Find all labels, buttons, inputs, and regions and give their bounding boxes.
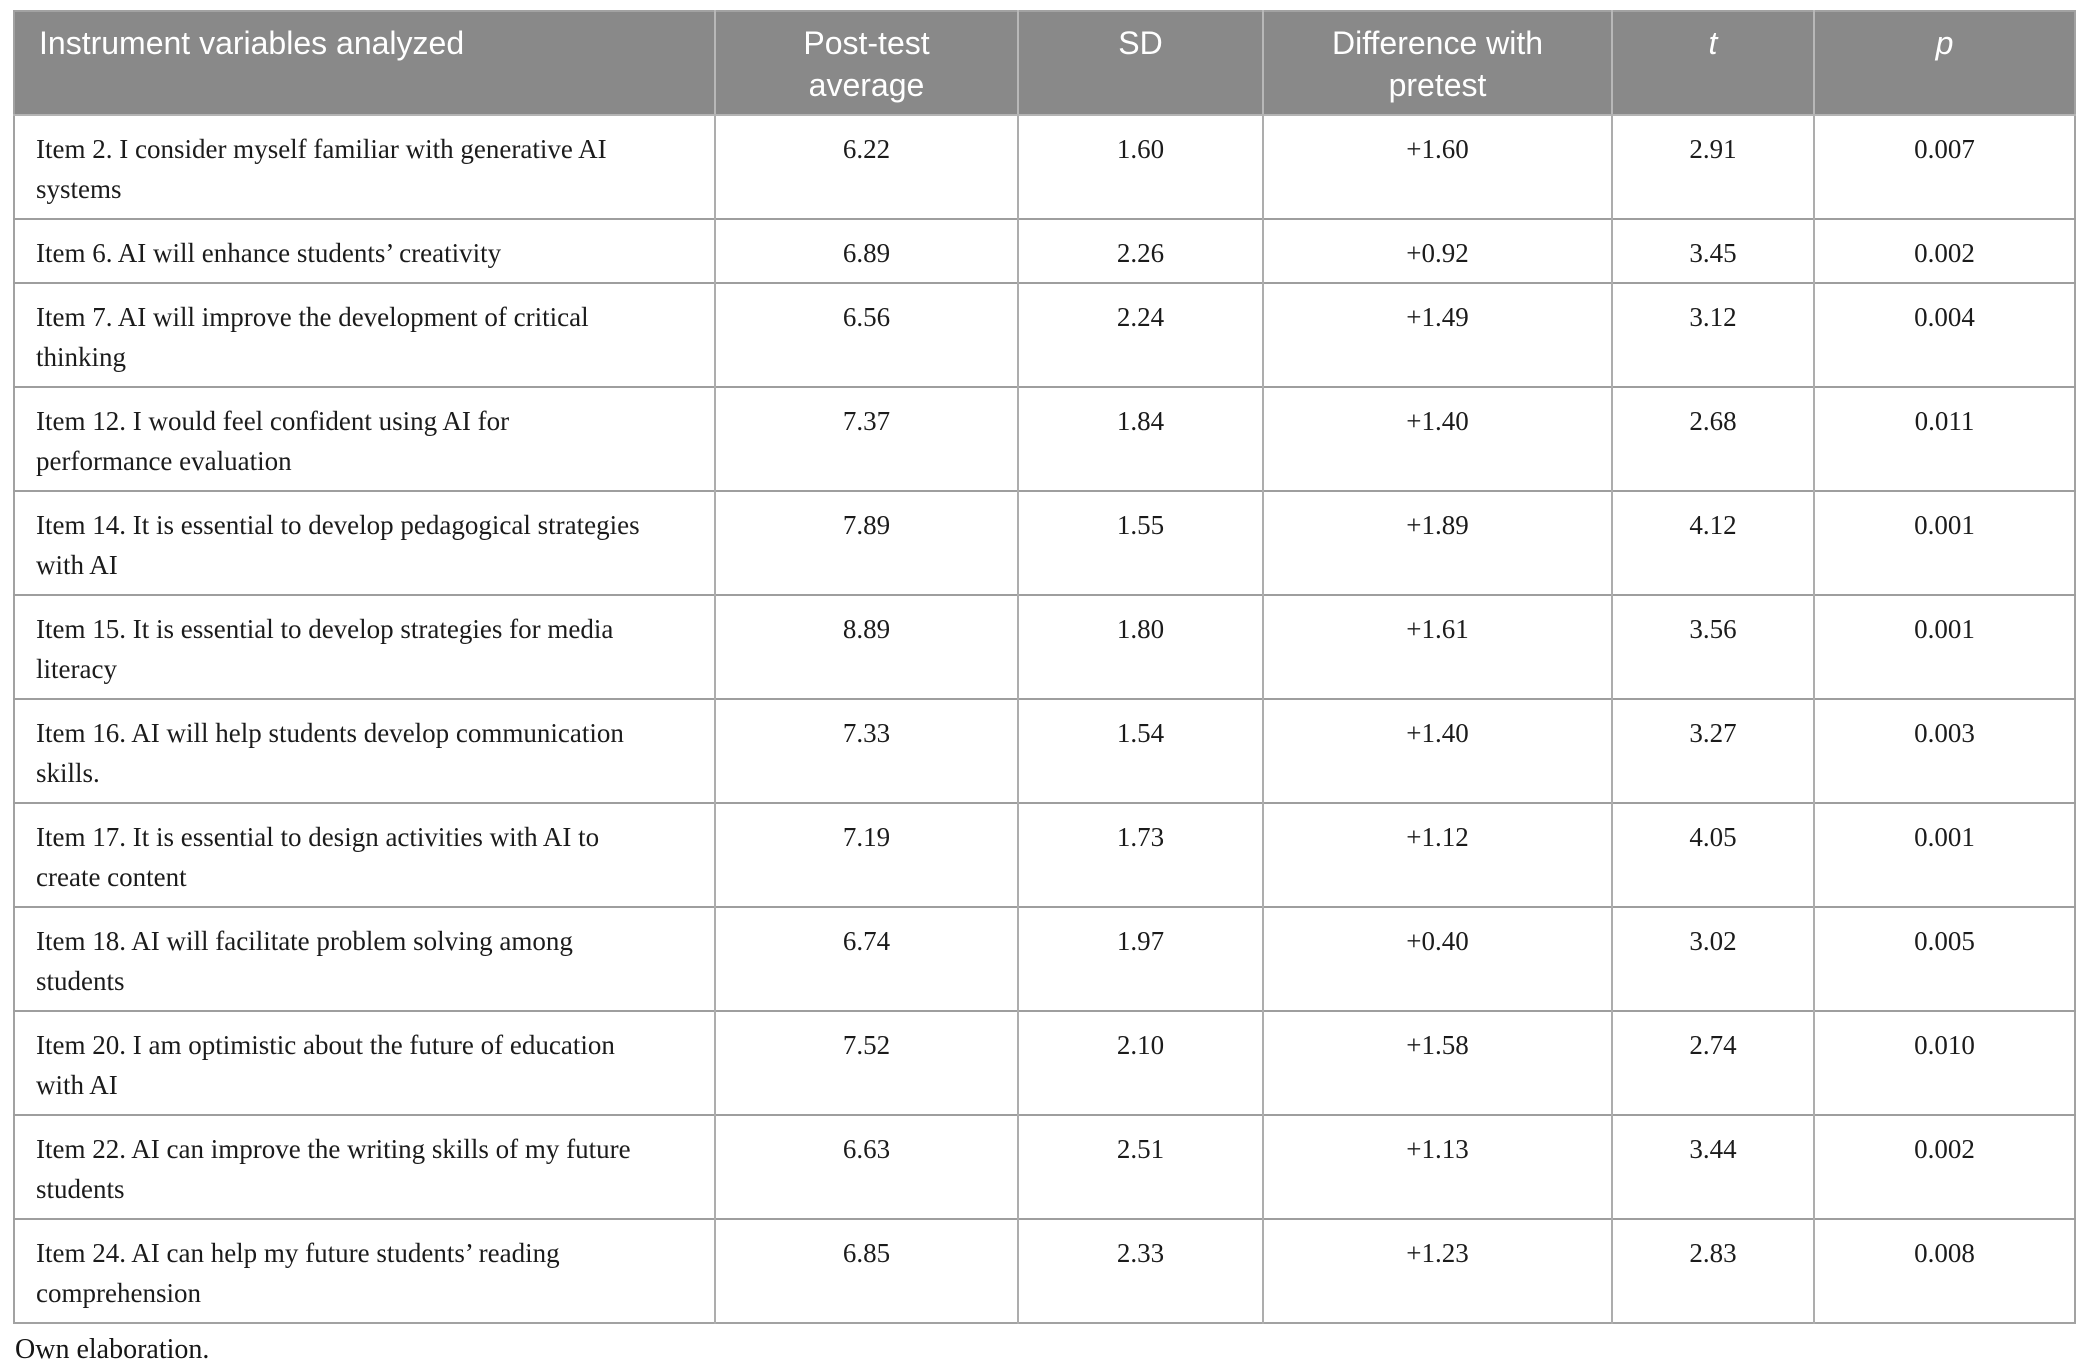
variable-cell: Item 16. AI will help students develop c… (14, 698, 715, 803)
table-row: Item 16. AI will help students develop c… (14, 698, 2075, 803)
column-header-sd: SD (1017, 11, 1263, 116)
p-value-cell: 0.005 (1813, 906, 2075, 1011)
column-header-t: t (1611, 11, 1814, 116)
post-test-average-cell: 6.22 (714, 115, 1018, 219)
difference-with-pretest-cell: +1.13 (1262, 1114, 1612, 1219)
post-test-average-cell: 6.63 (714, 1114, 1018, 1219)
table-row: Item 24. AI can help my future students’… (14, 1218, 2075, 1323)
p-value-cell: 0.001 (1813, 490, 2075, 595)
sd-cell: 1.55 (1017, 490, 1263, 595)
sd-cell: 1.60 (1017, 115, 1263, 219)
t-value-cell: 3.44 (1611, 1114, 1814, 1219)
difference-with-pretest-cell: +1.40 (1262, 698, 1612, 803)
variable-cell: Item 12. I would feel confident using AI… (14, 386, 715, 491)
t-value-cell: 3.45 (1611, 218, 1814, 283)
t-value-cell: 2.68 (1611, 386, 1814, 491)
t-value-cell: 2.91 (1611, 115, 1814, 219)
p-value-cell: 0.001 (1813, 802, 2075, 907)
difference-with-pretest-cell: +1.89 (1262, 490, 1612, 595)
difference-with-pretest-cell: +0.40 (1262, 906, 1612, 1011)
variable-cell: Item 7. AI will improve the development … (14, 282, 715, 387)
table-row: Item 15. It is essential to develop stra… (14, 594, 2075, 699)
variable-cell: Item 24. AI can help my future students’… (14, 1218, 715, 1323)
p-value-cell: 0.003 (1813, 698, 2075, 803)
column-header-variables: Instrument variables analyzed (14, 11, 715, 116)
p-value-cell: 0.011 (1813, 386, 2075, 491)
t-value-cell: 2.74 (1611, 1010, 1814, 1115)
sd-cell: 1.73 (1017, 802, 1263, 907)
variable-cell: Item 15. It is essential to develop stra… (14, 594, 715, 699)
p-value-cell: 0.002 (1813, 1114, 2075, 1219)
table-row: Item 20. I am optimistic about the futur… (14, 1010, 2075, 1115)
results-table: Instrument variables analyzed Post-test av… (13, 10, 2076, 1324)
p-value-cell: 0.004 (1813, 282, 2075, 387)
t-value-cell: 3.12 (1611, 282, 1814, 387)
difference-with-pretest-cell: +0.92 (1262, 218, 1612, 283)
t-value-cell: 3.02 (1611, 906, 1814, 1011)
sd-cell: 1.84 (1017, 386, 1263, 491)
post-test-average-cell: 7.89 (714, 490, 1018, 595)
sd-cell: 2.51 (1017, 1114, 1263, 1219)
p-value-cell: 0.008 (1813, 1218, 2075, 1323)
difference-with-pretest-cell: +1.58 (1262, 1010, 1612, 1115)
column-header-difference-with-pretest: Difference with pretest (1262, 11, 1612, 116)
variable-cell: Item 2. I consider myself familiar with … (36, 134, 607, 204)
difference-with-pretest-cell: +1.60 (1262, 115, 1612, 219)
post-test-average-cell: 7.19 (714, 802, 1018, 907)
table-row: Item 2. I consider myself familiar with … (14, 115, 2075, 219)
variable-cell: Item 22. AI can improve the writing skil… (14, 1114, 715, 1219)
footnote: Own elaboration. (15, 1334, 210, 1365)
header-row: Instrument variables analyzed Post-test av… (14, 11, 2075, 116)
p-value-cell: 0.010 (1813, 1010, 2075, 1115)
post-test-average-cell: 7.37 (714, 386, 1018, 491)
sd-cell: 2.26 (1017, 218, 1263, 283)
post-test-average-cell: 6.85 (714, 1218, 1018, 1323)
table-row: Item 22. AI can improve the writing skil… (14, 1114, 2075, 1219)
p-value-cell: 0.001 (1813, 594, 2075, 699)
difference-with-pretest-cell: +1.12 (1262, 802, 1612, 907)
t-value-cell: 4.12 (1611, 490, 1814, 595)
p-value-cell: 0.002 (1813, 218, 2075, 283)
p-value-cell: 0.007 (1813, 115, 2075, 219)
t-value-cell: 2.83 (1611, 1218, 1814, 1323)
difference-with-pretest-cell: +1.61 (1262, 594, 1612, 699)
column-header-post-test-average: Post-test average (714, 11, 1018, 116)
variable-cell: Item 18. AI will facilitate problem solv… (14, 906, 715, 1011)
post-test-average-cell: 7.52 (714, 1010, 1018, 1115)
t-value-cell: 3.56 (1611, 594, 1814, 699)
sd-cell: 1.80 (1017, 594, 1263, 699)
difference-with-pretest-cell: +1.23 (1262, 1218, 1612, 1323)
table-row: Item 18. AI will facilitate problem solv… (14, 906, 2075, 1011)
sd-cell: 2.10 (1017, 1010, 1263, 1115)
table-body: Item 2. I consider myself familiar with … (14, 115, 2075, 1323)
sd-cell: 1.54 (1017, 698, 1263, 803)
t-value-cell: 4.05 (1611, 802, 1814, 907)
difference-with-pretest-cell: +1.40 (1262, 386, 1612, 491)
sd-cell: 2.24 (1017, 282, 1263, 387)
table-row: Item 6. AI will enhance students’ creati… (14, 218, 2075, 283)
t-value-cell: 3.27 (1611, 698, 1814, 803)
variable-cell: Item 17. It is essential to design activ… (14, 802, 715, 907)
table-row: Item 12. I would feel confident using AI… (14, 386, 2075, 491)
difference-with-pretest-cell: +1.49 (1262, 282, 1612, 387)
variable-cell: Item 6. AI will enhance students’ creati… (14, 218, 715, 283)
variable-cell: Item 14. It is essential to develop peda… (14, 490, 715, 595)
post-test-average-cell: 7.33 (714, 698, 1018, 803)
sd-cell: 1.97 (1017, 906, 1263, 1011)
post-test-average-cell: 6.56 (714, 282, 1018, 387)
sd-cell: 2.33 (1017, 1218, 1263, 1323)
table-row: Item 7. AI will improve the development … (14, 282, 2075, 387)
post-test-average-cell: 6.74 (714, 906, 1018, 1011)
column-header-p: p (1813, 11, 2075, 116)
post-test-average-cell: 8.89 (714, 594, 1018, 699)
table-row: Item 14. It is essential to develop peda… (14, 490, 2075, 595)
table-header: Instrument variables analyzed Post-test av… (14, 11, 2075, 116)
table-row: Item 17. It is essential to design activ… (14, 802, 2075, 907)
variable-cell: Item 20. I am optimistic about the futur… (14, 1010, 715, 1115)
post-test-average-cell: 6.89 (714, 218, 1018, 283)
